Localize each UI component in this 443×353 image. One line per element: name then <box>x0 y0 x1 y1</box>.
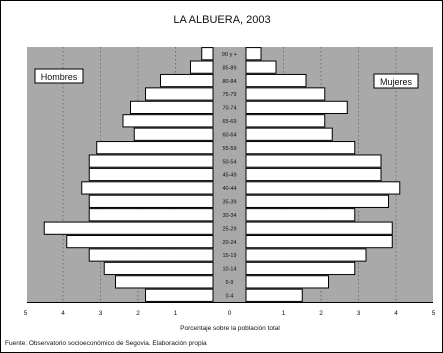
age-labels-group: 0-4 5-9 10-14 15-19 20-24 25-29 30-34 35-39 40-4… <box>222 52 237 300</box>
age-group-label: 10-14 <box>222 267 236 273</box>
x-tick-label: 2 <box>136 310 140 317</box>
bar-hombres <box>81 181 214 195</box>
bar-mujeres <box>245 87 326 101</box>
age-group-label: 20-24 <box>222 240 236 246</box>
chart-title: LA ALBUERA, 2003 <box>173 14 270 26</box>
bar-hombres <box>88 154 214 168</box>
age-group-label: 65-69 <box>222 119 236 125</box>
age-group-label: 55-59 <box>222 146 236 152</box>
x-tick-label: 4 <box>394 310 398 317</box>
bar-mujeres <box>245 114 326 128</box>
age-group-label: 75-79 <box>222 92 236 98</box>
hombres-legend-box: Hombres <box>34 68 84 84</box>
x-tick-label: 4 <box>61 310 65 317</box>
bar-hombres <box>133 127 214 141</box>
bar-mujeres <box>245 100 348 115</box>
bar-hombres <box>88 194 214 208</box>
age-group-label: 40-44 <box>222 186 236 192</box>
hombres-label: Hombres <box>41 72 78 82</box>
x-tick-label: 0 <box>228 310 232 317</box>
x-tick-label: 5 <box>24 310 28 317</box>
x-tick-label: 1 <box>282 310 286 317</box>
bar-mujeres <box>245 154 382 168</box>
age-group-label: 60-64 <box>222 132 236 138</box>
bar-hombres <box>103 261 214 276</box>
x-tick-label: 1 <box>174 310 178 317</box>
bars-group <box>43 47 401 302</box>
bar-mujeres <box>245 288 303 302</box>
x-tick-label: 5 <box>432 310 436 317</box>
axis-line <box>27 302 433 303</box>
bar-hombres <box>130 100 214 115</box>
bar-hombres <box>190 60 214 74</box>
age-group-label: 25-29 <box>222 226 236 232</box>
mujeres-label: Mujeres <box>380 77 413 87</box>
bar-hombres <box>88 208 214 222</box>
bar-mujeres <box>245 167 382 182</box>
bar-mujeres <box>245 194 389 208</box>
x-tick-label: 2 <box>319 310 323 317</box>
bar-hombres <box>43 221 214 235</box>
bar-mujeres <box>245 248 367 262</box>
bar-hombres <box>115 275 214 289</box>
age-group-label: 85-89 <box>222 65 236 71</box>
bar-hombres <box>201 47 214 61</box>
age-group-label: 90 y + <box>222 52 237 58</box>
bar-hombres <box>145 288 214 302</box>
bar-mujeres <box>245 275 329 289</box>
bar-hombres <box>88 248 214 262</box>
x-tick-labels-group: 5 4 3 2 1 0 1 2 3 4 5 <box>24 310 436 317</box>
bar-mujeres <box>245 60 277 74</box>
age-group-label: 45-49 <box>222 173 236 179</box>
source-note: Fuente: Observatorio socioeconómico de S… <box>5 340 207 347</box>
age-group-label: 0-4 <box>226 293 234 299</box>
bar-mujeres <box>245 234 393 249</box>
bar-mujeres <box>245 141 356 155</box>
bar-mujeres <box>245 221 393 235</box>
bar-hombres <box>160 73 214 88</box>
x-axis-label: Porcentaje sobre la población total <box>180 325 280 332</box>
age-group-label: 35-39 <box>222 200 236 206</box>
age-group-label: 15-19 <box>222 253 236 259</box>
age-group-label: 70-74 <box>222 106 236 112</box>
age-group-label: 30-34 <box>222 213 236 219</box>
bar-mujeres <box>245 73 307 88</box>
bar-mujeres <box>245 47 262 61</box>
mujeres-legend-box: Mujeres <box>373 73 419 89</box>
bar-hombres <box>66 234 214 249</box>
age-group-label: 80-84 <box>222 79 236 85</box>
bar-mujeres <box>245 261 356 276</box>
age-group-label: 50-54 <box>222 159 236 165</box>
bar-mujeres <box>245 208 356 222</box>
bar-mujeres <box>245 181 401 195</box>
x-tick-label: 3 <box>357 310 361 317</box>
x-tick-label: 3 <box>99 310 103 317</box>
bar-hombres <box>96 141 214 155</box>
bar-hombres <box>122 114 214 128</box>
bar-hombres <box>88 167 214 182</box>
bar-hombres <box>145 87 214 101</box>
bar-mujeres <box>245 127 333 141</box>
age-group-label: 5-9 <box>226 280 234 286</box>
